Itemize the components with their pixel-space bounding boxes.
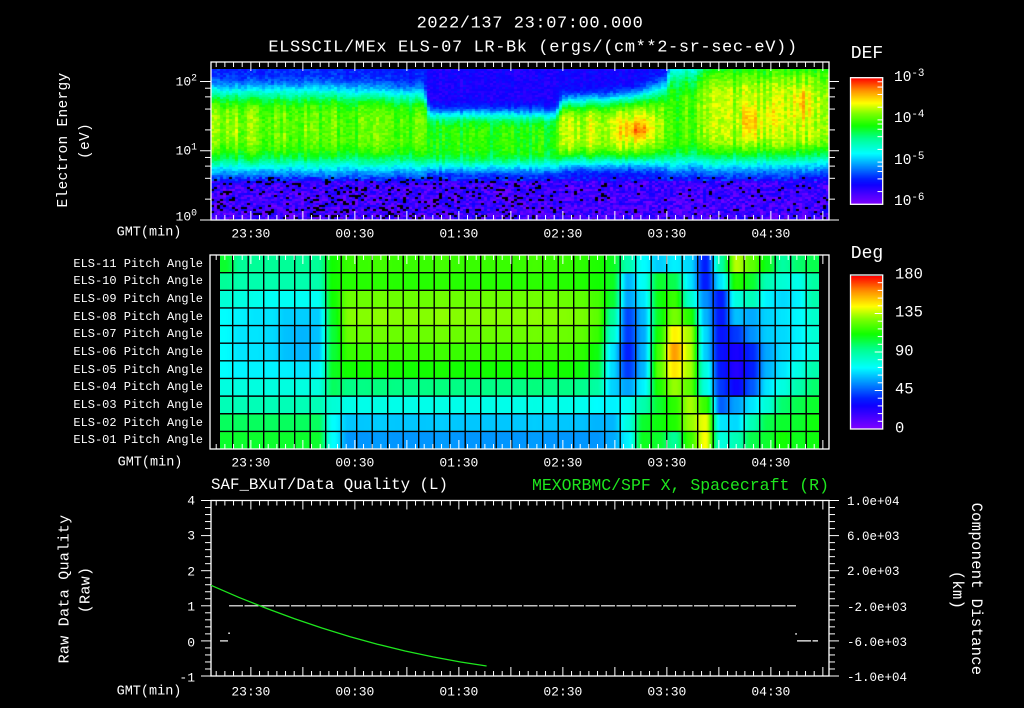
tick-exponent: -5 [911,150,925,163]
time-tick-label: 23:30 [231,226,271,241]
quality-axis-tick-label: 1 [187,599,195,615]
quality-axis-label: Raw Data Quality [56,514,74,664]
time-axis-label: GMT(min) [116,684,182,700]
tick-exponent: 2 [191,72,197,84]
pitch-angle-heatmap [220,255,819,449]
quality-axis-tick-label: 2 [187,564,195,580]
def-colorbar-tick-label: 10-4 [894,109,924,127]
tick-base: 10 [175,74,192,90]
tick-exponent: -3 [911,67,925,80]
distance-axis-tick-label: 6.0e+03 [847,529,900,544]
data-quality-series [220,605,819,642]
distance-axis-tick-label: 2.0e+03 [847,565,900,580]
deg-colorbar-tick-label: 90 [895,341,914,360]
plot-title: ELSSCIL/MEx ELS-07 LR-Bk (ergs/(cm**2-sr… [268,38,798,58]
quality-series-title: SAF_BXuT/Data Quality (L) [211,476,448,495]
plot-timestamp: 2022/137 23:07:00.000 [416,14,644,34]
tick-base: 10 [894,193,912,210]
time-tick-label: 04:30 [751,226,791,241]
pitch-angle-grid [220,255,819,449]
time-tick-label: 00:30 [335,226,375,241]
pitch-row-label: ELS-06 Pitch Angle [73,345,203,360]
def-colorbar-tick-label: 10-5 [894,151,924,169]
time-tick-label: 02:30 [543,226,583,241]
position-series-title: MEXORBMC/SPF X, Spacecraft (R) [531,475,829,495]
distance-axis-unit: (km) [947,570,966,610]
pitch-row-label: ELS-04 Pitch Angle [73,380,203,395]
energy-tick-label: 102 [175,72,197,90]
spectrogram-frame [200,61,839,221]
distance-axis-tick-label: -2.0e+03 [847,600,908,615]
deg-colorbar-tick-label: 0 [895,419,905,438]
energy-tick-label: 101 [175,141,197,159]
time-tick-label: 03:30 [647,455,687,471]
def-colorbar-title: DEF [850,44,884,64]
quality-axis-unit: (Raw) [77,566,95,614]
pitch-angle-frame [209,254,830,450]
time-tick-label: 04:30 [751,455,791,471]
energy-axis-unit: (eV) [77,122,94,160]
time-tick-label: 01:30 [439,684,479,700]
time-tick-label: 23:30 [231,455,271,471]
distance-axis-label: Component Distance [966,502,985,676]
pitch-row-label: ELS-03 Pitch Angle [73,397,203,412]
timeseries-frame [201,499,839,677]
time-axis-label: GMT(min) [117,455,183,471]
pitch-row-label: ELS-11 Pitch Angle [73,256,203,271]
tick-base: 10 [175,143,192,159]
time-tick-label: 04:30 [751,684,791,700]
deg-colorbar-tick-label: 180 [895,264,923,283]
tick-exponent: 1 [191,141,197,153]
time-tick-label: 23:30 [231,684,271,700]
tick-base: 10 [894,69,912,86]
deg-colorbar-tick-label: 45 [895,380,914,399]
time-tick-label: 02:30 [543,455,583,471]
pitch-row-label: ELS-10 Pitch Angle [73,274,203,289]
time-tick-label: 01:30 [439,455,479,471]
distance-axis-tick-label: 1.0e+04 [847,494,900,509]
def-colorbar-tick-label: 10-6 [894,192,924,210]
electron-energy-spectrogram [211,69,829,220]
time-tick-label: 00:30 [335,455,375,471]
time-tick-label: 03:30 [647,684,687,700]
colorbar-frames [849,77,884,430]
time-tick-label: 00:30 [335,684,375,700]
time-tick-label: 03:30 [647,226,687,241]
distance-axis-tick-label: -6.0e+03 [847,635,908,650]
pitch-row-label: ELS-07 Pitch Angle [73,327,203,342]
tick-base: 10 [175,209,192,225]
def-colorbar [851,78,882,204]
tick-exponent: -4 [911,108,925,121]
time-tick-label: 02:30 [543,684,583,700]
pitch-row-label: ELS-09 Pitch Angle [73,292,203,307]
quality-axis-tick-label: 0 [187,635,195,651]
time-axis-label: GMT(min) [116,225,182,241]
tick-exponent: 0 [191,207,197,219]
deg-colorbar-tick-label: 135 [895,303,923,322]
energy-axis-label: Electron Energy [55,72,72,208]
tick-exponent: -6 [911,191,925,204]
quality-axis-tick-label: 4 [187,493,195,509]
energy-tick-label: 100 [175,207,197,225]
pitch-row-label: ELS-08 Pitch Angle [73,309,203,324]
deg-colorbar-title: Deg [850,244,884,264]
time-tick-label: 01:30 [439,226,479,241]
tick-base: 10 [894,152,912,169]
pitch-row-label: ELS-01 Pitch Angle [73,433,203,448]
pitch-row-label: ELS-02 Pitch Angle [73,415,203,430]
tick-base: 10 [894,110,912,127]
pitch-row-label: ELS-05 Pitch Angle [73,362,203,377]
spacecraft-x-series [210,584,487,667]
distance-axis-tick-label: -1.0e+04 [847,670,908,685]
quality-axis-tick-label: 3 [187,528,195,544]
quality-axis-tick-label: -1 [179,670,195,686]
def-colorbar-tick-label: 10-3 [894,68,924,86]
